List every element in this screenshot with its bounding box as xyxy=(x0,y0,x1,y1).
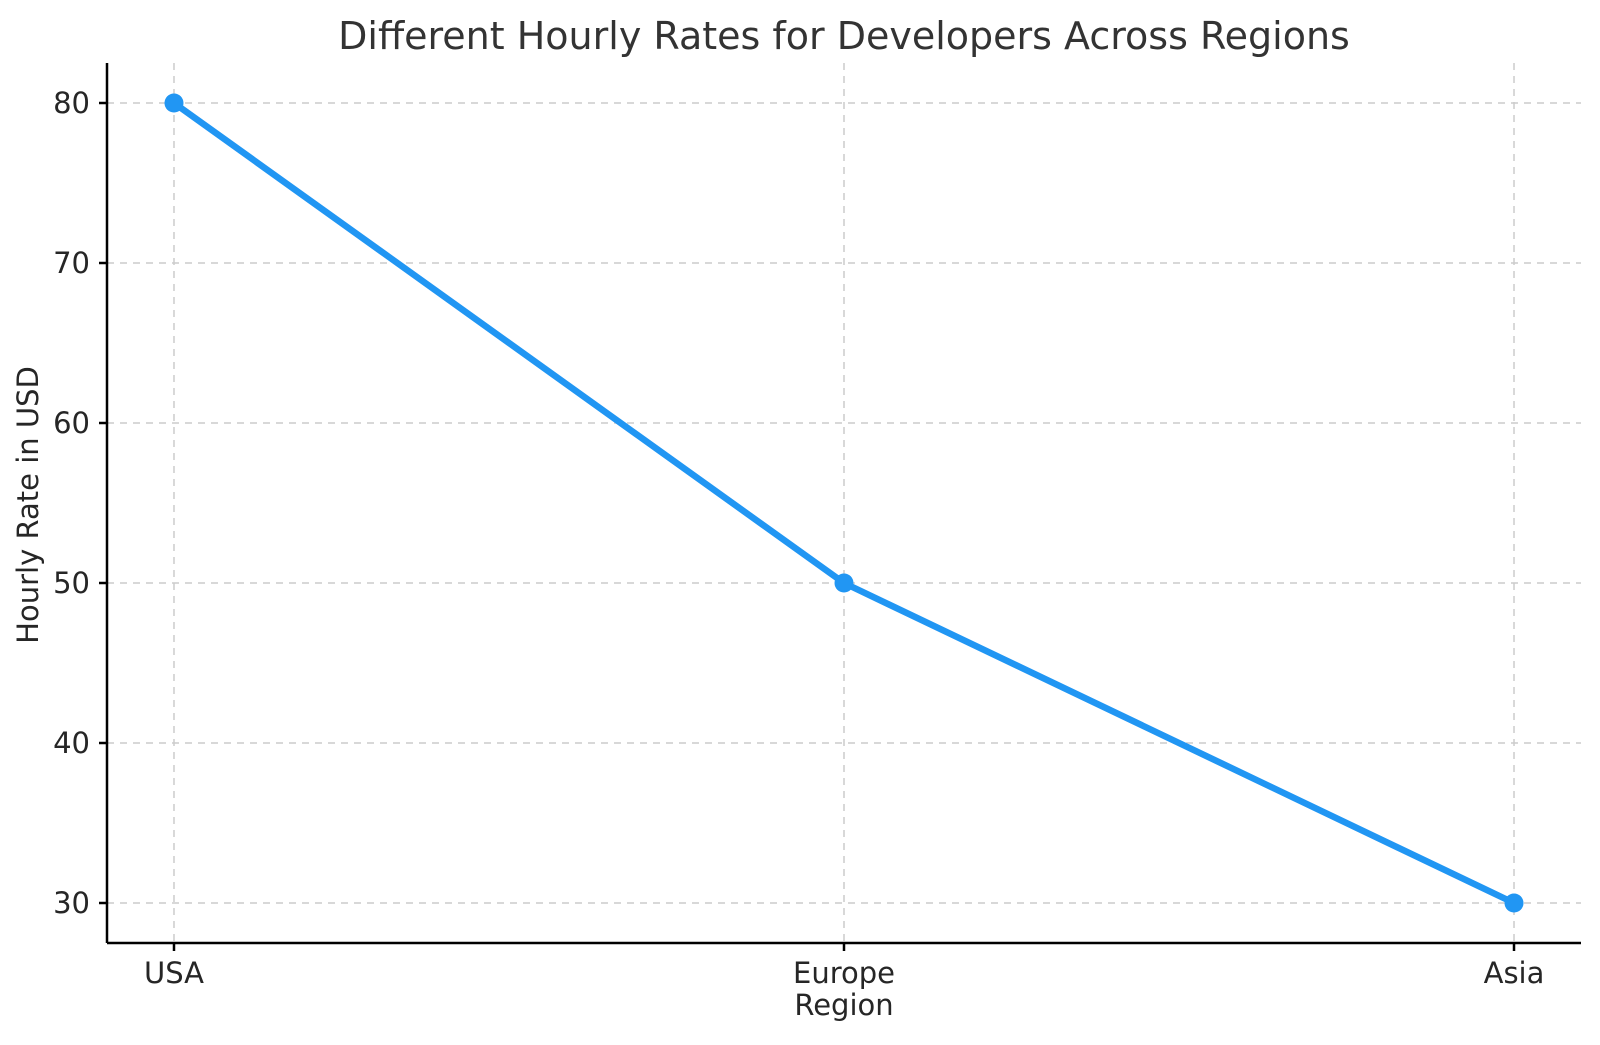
x-tick-label: Europe xyxy=(793,956,895,990)
data-point-marker xyxy=(1504,893,1524,913)
y-tick-label: 30 xyxy=(53,886,90,920)
y-tick-label: 50 xyxy=(53,566,90,600)
x-axis-label: Region xyxy=(794,988,894,1022)
data-point-marker xyxy=(834,573,854,593)
chart-title: Different Hourly Rates for Developers Ac… xyxy=(338,14,1350,58)
x-tick-label: Asia xyxy=(1484,956,1545,990)
x-tick-label: USA xyxy=(144,956,204,990)
data-point-marker xyxy=(164,93,184,113)
y-tick-label: 80 xyxy=(53,86,90,120)
y-tick-label: 40 xyxy=(53,726,90,760)
y-tick-label: 70 xyxy=(53,246,90,280)
y-tick-label: 60 xyxy=(53,406,90,440)
